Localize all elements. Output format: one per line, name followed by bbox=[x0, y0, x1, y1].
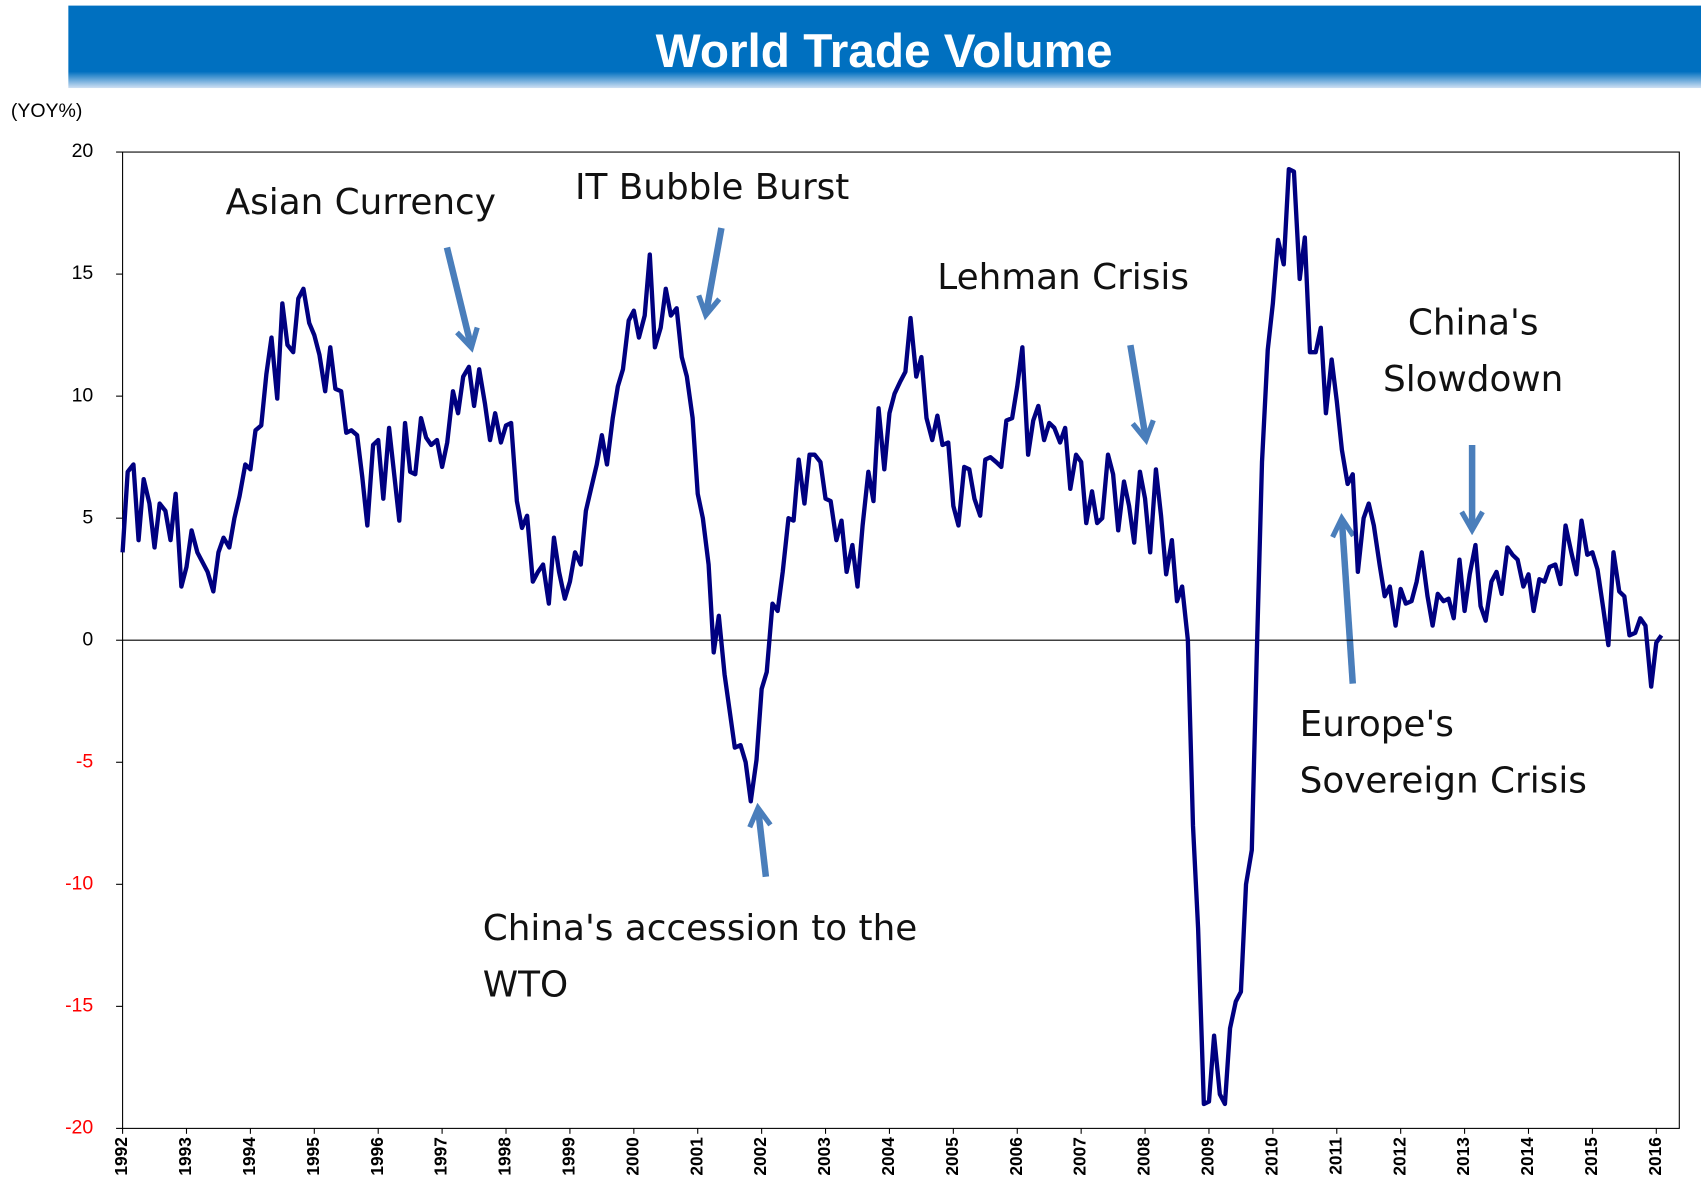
y-tick-label: -15 bbox=[65, 995, 93, 1017]
arrows bbox=[443, 227, 1485, 878]
arrow bbox=[443, 246, 480, 353]
x-tick-label: 1995 bbox=[303, 1137, 323, 1176]
x-tick-label: 2014 bbox=[1517, 1137, 1537, 1176]
x-tick-label: 2002 bbox=[750, 1137, 770, 1176]
x-tick-label: 2016 bbox=[1645, 1137, 1665, 1176]
x-tick-label: 1996 bbox=[367, 1137, 387, 1176]
x-tick-label: 1994 bbox=[239, 1137, 259, 1176]
y-tick-label: 0 bbox=[82, 628, 93, 650]
x-tick-label: 2003 bbox=[814, 1137, 834, 1176]
y-tick-label: -20 bbox=[65, 1117, 93, 1139]
annotation: Slowdown bbox=[1383, 359, 1563, 400]
x-tick-label: 1992 bbox=[111, 1137, 131, 1176]
arrow bbox=[1330, 513, 1357, 684]
x-tick-label: 2000 bbox=[622, 1137, 642, 1176]
annotation: China's bbox=[1408, 303, 1539, 344]
x-tick-label: 1993 bbox=[175, 1137, 195, 1176]
title-bar bbox=[68, 5, 1701, 89]
y-tick-label: 5 bbox=[82, 506, 93, 528]
x-tick-label: 1997 bbox=[431, 1137, 451, 1176]
x-tick-label: 2010 bbox=[1261, 1137, 1281, 1176]
annotation: IT Bubble Burst bbox=[575, 167, 849, 208]
annotation: WTO bbox=[483, 964, 568, 1005]
x-tick-label: 1998 bbox=[495, 1137, 515, 1176]
data-line bbox=[120, 166, 1664, 1107]
x-tick-label: 2004 bbox=[878, 1137, 898, 1176]
y-axis-label: (YOY%) bbox=[11, 100, 83, 122]
x-tick-label: 2001 bbox=[686, 1137, 706, 1176]
x-tick-label: 2012 bbox=[1389, 1137, 1409, 1176]
x-tick-label: 2006 bbox=[1006, 1137, 1026, 1176]
annotation: Asian Currency bbox=[226, 182, 496, 223]
chart-title: World Trade Volume bbox=[656, 25, 1113, 78]
arrow bbox=[1127, 344, 1156, 446]
y-tick-label: 20 bbox=[72, 140, 94, 162]
x-tick-label: 2011 bbox=[1325, 1137, 1345, 1175]
y-tick-label: 10 bbox=[72, 384, 94, 406]
x-tick-label: 2008 bbox=[1134, 1137, 1154, 1176]
annotation: Sovereign Crisis bbox=[1300, 760, 1587, 801]
x-tick-label: 2015 bbox=[1581, 1137, 1601, 1176]
arrow bbox=[747, 802, 773, 878]
y-tick-label: 15 bbox=[72, 262, 94, 284]
annotation: Europe's bbox=[1300, 704, 1454, 745]
x-tick-label: 2005 bbox=[942, 1137, 962, 1176]
x-tick-label: 1999 bbox=[558, 1137, 578, 1176]
annotation: China's accession to the bbox=[483, 908, 918, 949]
x-tick-label: 2009 bbox=[1198, 1137, 1218, 1176]
x-tick-label: 2013 bbox=[1453, 1137, 1473, 1176]
arrow bbox=[696, 227, 725, 321]
y-tick-label: -5 bbox=[76, 750, 93, 772]
y-tick-label: -10 bbox=[65, 872, 93, 894]
annotation: Lehman Crisis bbox=[937, 257, 1189, 298]
x-tick-label: 2007 bbox=[1070, 1137, 1090, 1176]
